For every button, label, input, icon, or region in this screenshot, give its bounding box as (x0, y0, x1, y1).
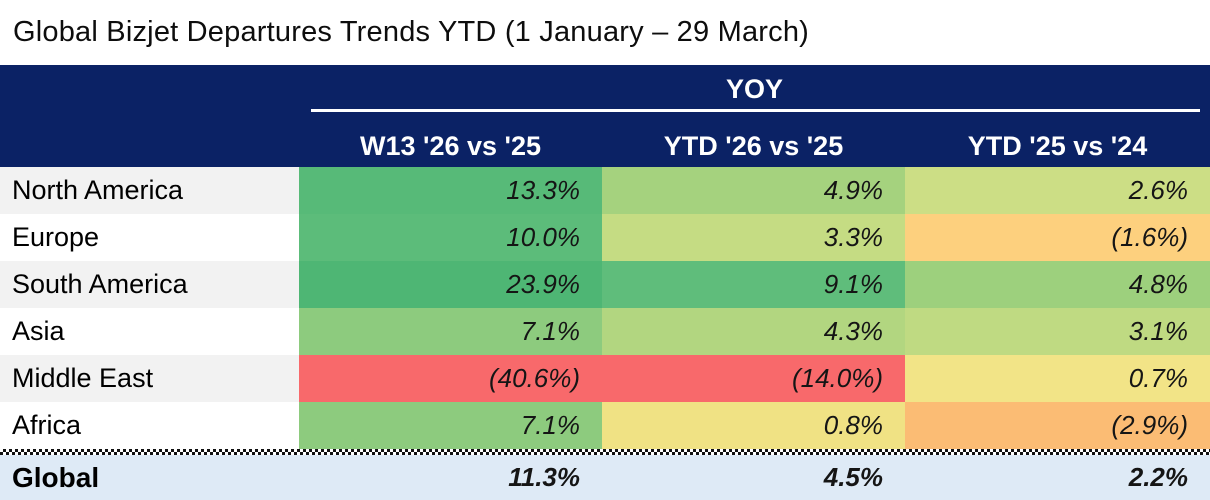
table-body: North America 13.3% 4.9% 2.6% Europe 10.… (0, 167, 1210, 449)
table-row-europe: Europe 10.0% 3.3% (1.6%) (0, 214, 1210, 261)
column-header-ytd-25v24: YTD '25 vs '24 (967, 131, 1148, 161)
table-row-north-america: North America 13.3% 4.9% 2.6% (0, 167, 1210, 214)
column-header-w13-26v25: W13 '26 vs '25 (360, 131, 541, 161)
page-title: Global Bizjet Departures Trends YTD (1 J… (13, 16, 810, 48)
total-value-cell: 2.2% (1128, 462, 1188, 492)
region-label: Europe (0, 214, 299, 261)
table-row-africa: Africa 7.1% 0.8% (2.9%) (0, 402, 1210, 449)
table-row-south-america: South America 23.9% 9.1% 4.8% (0, 261, 1210, 308)
value-cell: (1.6%) (905, 214, 1210, 261)
table-row-asia: Asia 7.1% 4.3% 3.1% (0, 308, 1210, 355)
value-cell: 0.8% (602, 402, 905, 449)
value-cell: (2.9%) (905, 402, 1210, 449)
value-cell: 13.3% (299, 167, 602, 214)
region-label: Africa (0, 402, 299, 449)
value-cell: 4.8% (905, 261, 1210, 308)
header-corner-spacer (0, 65, 299, 167)
region-label: Middle East (0, 355, 299, 402)
value-cell: 4.9% (602, 167, 905, 214)
checkered-divider (0, 449, 1210, 455)
value-cell: 4.3% (602, 308, 905, 355)
total-value-cell: 11.3% (508, 462, 580, 492)
value-cell: 0.7% (905, 355, 1210, 402)
table-row-middle-east: Middle East (40.6%) (14.0%) 0.7% (0, 355, 1210, 402)
region-label: South America (0, 261, 299, 308)
group-header-yoy: YOY (725, 74, 784, 104)
total-value-cell: 4.5% (823, 462, 883, 492)
value-cell: (14.0%) (602, 355, 905, 402)
value-cell: 10.0% (299, 214, 602, 261)
value-cell: 2.6% (905, 167, 1210, 214)
table-header: YOY W13 '26 vs '25 YTD '26 vs '25 YTD '2… (0, 65, 1210, 167)
group-header-underline (311, 109, 1200, 112)
column-headers: W13 '26 vs '25 YTD '26 vs '25 YTD '25 vs… (299, 126, 1210, 166)
value-cell: 3.1% (905, 308, 1210, 355)
region-label: Asia (0, 308, 299, 355)
column-header-ytd-26v25: YTD '26 vs '25 (663, 131, 844, 161)
region-label: North America (0, 167, 299, 214)
total-row-global: Global 11.3% 4.5% 2.2% (0, 455, 1210, 500)
value-cell: (40.6%) (299, 355, 602, 402)
header-group: YOY W13 '26 vs '25 YTD '26 vs '25 YTD '2… (299, 65, 1210, 167)
value-cell: 23.9% (299, 261, 602, 308)
value-cell: 3.3% (602, 214, 905, 261)
value-cell: 7.1% (299, 308, 602, 355)
total-label: Global (12, 461, 100, 493)
value-cell: 9.1% (602, 261, 905, 308)
value-cell: 7.1% (299, 402, 602, 449)
